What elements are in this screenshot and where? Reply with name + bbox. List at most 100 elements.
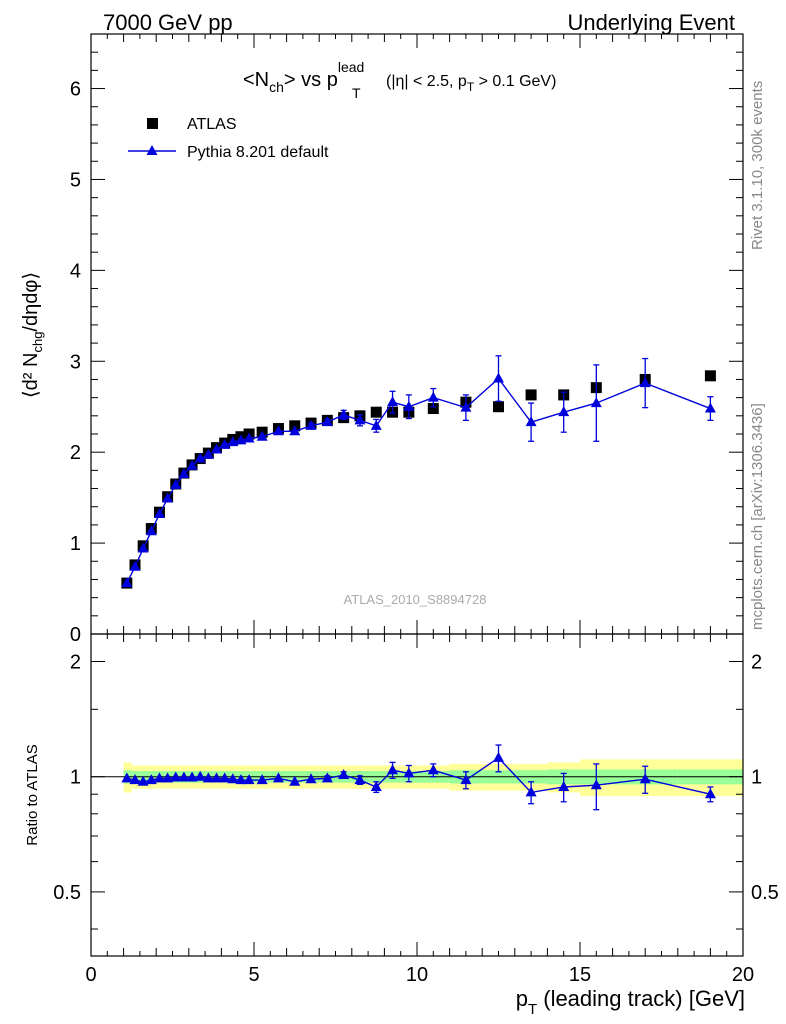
legend-mc-label: Pythia 8.201 default [187,144,329,161]
cuts-part-2: > 0.1 GeV) [474,73,556,90]
mc-point [162,492,174,503]
ratio-mc-point [194,770,206,781]
mc-point [129,560,141,571]
header-left: 7000 GeV pp [103,10,233,35]
x-tick-label: 15 [569,964,591,986]
title-sup: lead [338,59,364,75]
title-part-2: > vs p [284,69,338,91]
y-tick-label: 5 [70,169,81,191]
atlas-point [370,406,382,418]
mc-point [460,401,472,412]
mc-point [170,478,182,489]
mc-point [403,400,415,411]
mc-point [427,391,439,402]
mc-point [272,425,284,436]
mc-point [178,468,190,478]
ratio-mc-point [387,764,399,775]
ylabel-ratio: Ratio to ATLAS [24,744,41,845]
mc-point [387,396,399,407]
analysis-id: ATLAS_2010_S8894728 [344,592,487,607]
y-tick-label: 1 [70,533,81,555]
ratio-mc-point [162,772,174,783]
ratio-mc-line [126,756,711,795]
ratio-mc-point [243,774,255,785]
mc-point [354,414,366,425]
mc-point [227,436,239,447]
mc-point [202,448,214,459]
y-tick-label: 0 [70,624,81,646]
ratio-mc-point [525,786,537,797]
ratio-mc-point [121,772,133,783]
svg-text:<Nch> vs plead: <Nch> vs plead [243,59,364,95]
y-tick-label-right: 1 [751,767,762,789]
rivet-label: Rivet 3.1.10, 300k events [749,81,766,250]
ratio-mc-point [403,767,415,778]
ratio-mc-point [186,771,198,782]
y-tick-label: 2 [70,442,81,464]
ratio-mc-point [137,775,149,786]
title-sub-2: T [352,85,361,101]
ylabel-main: ⟨d² Nchg/dηdφ⟩ [20,272,45,398]
mc-point [219,438,231,449]
mc-point [194,452,206,463]
x-tick-label: 0 [85,964,96,986]
ratio-mc-point [145,774,157,785]
mc-point [211,443,223,454]
y-tick-label: 2 [70,652,81,674]
mcplots-label: mcplots.cern.ch [arXiv:1306.3436] [749,403,766,630]
mc-point [493,372,504,383]
ratio-mc-point [305,773,317,784]
x-tick-label: 20 [732,964,754,986]
y-tick-label: 0.5 [53,882,81,904]
mc-point [243,432,255,443]
ratio-mc-point [178,771,190,782]
mc-point [305,419,317,430]
ratio-mc-point [227,773,239,784]
mc-point [145,525,157,536]
ratio-mc-point [235,774,247,785]
ratio-mc-point [153,772,165,783]
mc-point [321,416,333,427]
ratio-mc-point [321,772,333,783]
ratio-mc-point [129,774,141,785]
ratio-mc-point [460,774,472,785]
ratio-mc-point [590,779,602,790]
mc-point [256,430,268,441]
ratio-mc-point [493,751,504,762]
main-panel: 0 1 2 3 4 5 6 [70,33,744,646]
legend-mc-marker [146,145,158,155]
mc-point [370,419,382,430]
atlas-point [525,389,537,401]
mc-point [186,459,198,470]
mc-line [126,377,711,584]
x-tick-label: 10 [406,964,428,986]
mc-point [590,397,602,408]
y-tick-label: 3 [70,351,81,373]
mc-point [704,402,716,413]
ratio-mc-point [354,774,366,785]
legend-atlas-label: ATLAS [187,116,237,133]
header-right: Underlying Event [567,10,735,35]
mc-point [235,434,247,445]
cuts-sub: T [467,80,475,94]
mc-point [153,508,165,518]
ratio-mc-point [170,771,182,782]
mc-point [121,577,133,588]
ratio-mc-point [202,772,214,783]
ratio-mc-point [639,773,651,784]
ratio-mc-point [558,780,570,791]
y-tick-label: 4 [70,260,81,282]
ratio-mc-point [256,774,268,785]
ratio-mc-point [427,764,439,775]
ratio-panel: 0 5 10 15 20 0.5 0.5 1 1 2 2 [53,633,779,986]
x-tick-label: 5 [248,964,259,986]
ratio-mc-point [211,772,223,783]
atlas-point [493,401,504,413]
mc-point [558,406,570,417]
y-tick-label-right: 2 [751,652,762,674]
ratio-mc-point [338,769,350,780]
svg-text:(|η| < 2.5, pT > 0.1 GeV): (|η| < 2.5, pT > 0.1 GeV) [386,73,556,94]
legend-atlas-marker [147,118,158,129]
ratio-mc-point [219,772,231,783]
